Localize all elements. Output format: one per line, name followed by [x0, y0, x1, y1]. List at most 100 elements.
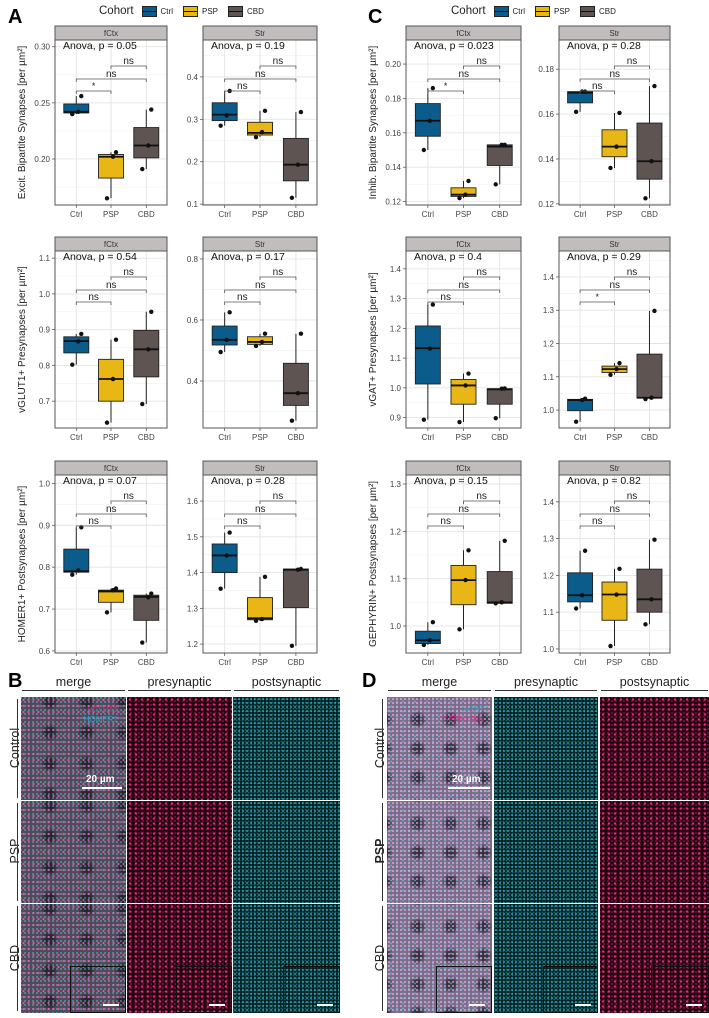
facet-label: fCtx — [456, 464, 470, 473]
x-tick-label: CBD — [287, 433, 304, 442]
scale-bar — [82, 787, 122, 789]
facet-label: fCtx — [104, 240, 118, 249]
column-header-presynaptic: presynaptic — [128, 675, 231, 691]
data-point — [218, 586, 223, 591]
significance-bracket — [110, 276, 147, 280]
significance-bracket — [427, 90, 464, 94]
panel-letter-b: B — [8, 670, 23, 692]
y-tick-label: 1.0 — [39, 290, 51, 299]
data-point — [113, 150, 119, 155]
data-point — [110, 376, 116, 382]
y-tick-label: 0.18 — [385, 94, 401, 103]
data-point — [457, 419, 462, 425]
row-label-control: Control — [373, 727, 387, 768]
facet-strip — [405, 236, 522, 252]
box-psp — [98, 358, 124, 402]
anova-label: Anova, p = 0.54 — [63, 251, 137, 263]
inset-scale-bar — [686, 1004, 702, 1006]
data-point — [289, 643, 295, 649]
zoom-inset — [283, 966, 340, 1013]
significance-label: ns — [237, 81, 248, 92]
x-tick-label: Ctrl — [574, 658, 587, 667]
facet-strip — [202, 25, 318, 41]
significance-bracket — [75, 90, 112, 94]
panel-letter-d: D — [362, 670, 377, 692]
panel-letter-a: A — [8, 6, 23, 28]
zoom-inset — [176, 966, 232, 1013]
box-cbd — [636, 122, 663, 180]
row-label-cbd: CBD — [8, 944, 22, 971]
box-cbd — [133, 594, 160, 621]
significance-label: ns — [440, 292, 451, 303]
box-cbd — [282, 137, 309, 182]
data-point — [76, 568, 81, 573]
anova-label: Anova, p = 0.29 — [567, 251, 641, 263]
significance-label: ns — [592, 81, 603, 92]
significance-label: ns — [459, 280, 470, 291]
facet-strip — [558, 25, 671, 41]
y-axis-label: vGAT+ Presynapses [per µm²] — [368, 272, 379, 406]
data-point — [262, 108, 268, 114]
data-point — [493, 601, 498, 606]
significance-label: ns — [255, 504, 266, 515]
data-point — [608, 165, 613, 171]
y-tick-label: 0.16 — [385, 129, 401, 138]
x-tick-label: CBD — [641, 658, 658, 667]
y-tick-label: 0.6 — [187, 316, 199, 325]
significance-label: ns — [106, 280, 117, 291]
data-point — [617, 566, 622, 571]
significance-label: * — [444, 81, 448, 91]
significance-bracket — [427, 78, 501, 82]
significance-label: ns — [237, 292, 248, 303]
row-bracket-line — [382, 803, 383, 901]
y-tick-label: 0.20 — [34, 155, 50, 164]
significance-label: ns — [123, 56, 134, 67]
box-cbd — [282, 568, 309, 609]
significance-bracket — [614, 500, 650, 504]
column-header-postsynaptic: postsynaptic — [234, 675, 339, 691]
significance-bracket — [224, 301, 261, 305]
y-tick-label: 0.14 — [385, 163, 401, 172]
box-ctrl — [567, 572, 594, 603]
significance-bracket — [427, 525, 464, 529]
facet-strip — [405, 460, 522, 476]
micrograph-psp-presynaptic — [494, 801, 598, 903]
y-axis-label: GEPHYRIN+ Postsynapses [per µm²] — [368, 481, 379, 647]
data-point — [79, 93, 84, 99]
row-bracket-line — [17, 803, 18, 901]
y-tick-label: 0.20 — [385, 60, 401, 69]
row-bracket-line — [382, 699, 383, 798]
significance-bracket — [579, 513, 650, 517]
inset-scale-bar — [469, 1004, 485, 1006]
x-tick-label: Ctrl — [70, 433, 83, 442]
x-tick-label: CBD — [287, 658, 304, 667]
y-tick-label: 0.30 — [34, 43, 50, 52]
facet-strip — [405, 25, 522, 41]
x-tick-label: Ctrl — [218, 210, 231, 219]
scale-bar — [448, 787, 490, 789]
y-tick-label: 0.7 — [39, 605, 51, 614]
x-tick-label: PSP — [252, 658, 268, 667]
significance-label: ns — [237, 516, 248, 527]
box-ctrl — [567, 398, 594, 412]
facet-strip — [202, 460, 318, 476]
y-tick-label: 1.2 — [187, 640, 199, 649]
data-point — [259, 129, 265, 135]
scale-bar-label: 20 µm — [86, 774, 115, 785]
y-tick-label: 1.1 — [543, 373, 555, 382]
y-tick-label: 0.12 — [538, 200, 554, 209]
significance-bracket — [224, 513, 297, 517]
significance-bracket — [579, 78, 650, 82]
channel-label-vglut1: vGLUT1 — [88, 705, 118, 714]
micrograph-control-merge — [387, 697, 492, 800]
data-point — [573, 419, 579, 424]
significance-label: ns — [627, 491, 638, 502]
y-tick-label: 0.7 — [39, 397, 51, 406]
row-bracket-line — [382, 906, 383, 1011]
x-tick-label: CBD — [138, 210, 155, 219]
data-point — [652, 308, 657, 314]
data-point — [295, 162, 301, 167]
significance-label: ns — [476, 491, 487, 502]
y-tick-label: 0.16 — [538, 110, 554, 119]
data-point — [427, 346, 433, 351]
